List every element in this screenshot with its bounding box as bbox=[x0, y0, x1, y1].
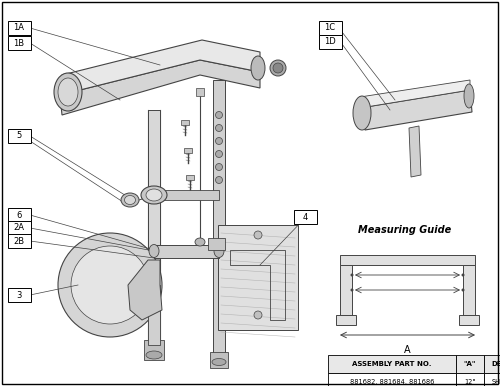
Ellipse shape bbox=[149, 244, 159, 257]
FancyBboxPatch shape bbox=[328, 373, 456, 386]
Ellipse shape bbox=[350, 288, 354, 291]
Polygon shape bbox=[128, 260, 162, 320]
Polygon shape bbox=[340, 255, 475, 265]
Polygon shape bbox=[60, 60, 260, 115]
Ellipse shape bbox=[146, 189, 162, 201]
Ellipse shape bbox=[216, 164, 222, 171]
FancyBboxPatch shape bbox=[328, 355, 456, 373]
Polygon shape bbox=[148, 110, 160, 345]
Ellipse shape bbox=[251, 56, 265, 80]
Polygon shape bbox=[409, 126, 421, 177]
Text: Measuring Guide: Measuring Guide bbox=[358, 225, 452, 235]
Text: DESC.: DESC. bbox=[492, 361, 500, 367]
Ellipse shape bbox=[212, 359, 226, 366]
Text: 12": 12" bbox=[464, 379, 475, 385]
Ellipse shape bbox=[146, 351, 162, 359]
Polygon shape bbox=[459, 315, 479, 325]
FancyBboxPatch shape bbox=[294, 210, 316, 224]
Text: 4: 4 bbox=[302, 213, 308, 222]
FancyBboxPatch shape bbox=[456, 373, 484, 386]
Text: 1A: 1A bbox=[14, 24, 24, 32]
Polygon shape bbox=[154, 245, 219, 258]
Text: 1B: 1B bbox=[14, 39, 24, 47]
Text: "A": "A" bbox=[464, 361, 476, 367]
Polygon shape bbox=[218, 225, 298, 330]
Ellipse shape bbox=[71, 246, 149, 324]
Polygon shape bbox=[360, 80, 470, 108]
FancyBboxPatch shape bbox=[8, 221, 30, 235]
Ellipse shape bbox=[216, 125, 222, 132]
Ellipse shape bbox=[195, 238, 205, 246]
FancyBboxPatch shape bbox=[8, 234, 30, 248]
Polygon shape bbox=[148, 285, 160, 345]
Ellipse shape bbox=[216, 137, 222, 144]
Text: SHORT: SHORT bbox=[492, 379, 500, 385]
Text: ASSEMBLY PART NO.: ASSEMBLY PART NO. bbox=[352, 361, 432, 367]
Ellipse shape bbox=[462, 274, 464, 276]
Ellipse shape bbox=[121, 193, 139, 207]
Text: 1C: 1C bbox=[324, 24, 336, 32]
FancyBboxPatch shape bbox=[484, 373, 500, 386]
Polygon shape bbox=[340, 265, 352, 315]
Ellipse shape bbox=[58, 233, 162, 337]
FancyBboxPatch shape bbox=[8, 288, 30, 302]
Ellipse shape bbox=[462, 288, 464, 291]
Ellipse shape bbox=[254, 311, 262, 319]
Ellipse shape bbox=[216, 151, 222, 157]
Ellipse shape bbox=[350, 274, 354, 276]
Polygon shape bbox=[196, 88, 204, 96]
Text: 2A: 2A bbox=[14, 223, 24, 232]
Polygon shape bbox=[360, 90, 472, 130]
FancyBboxPatch shape bbox=[456, 355, 484, 373]
Ellipse shape bbox=[54, 73, 82, 111]
FancyBboxPatch shape bbox=[318, 21, 342, 35]
Ellipse shape bbox=[58, 78, 78, 106]
FancyBboxPatch shape bbox=[8, 36, 30, 50]
FancyBboxPatch shape bbox=[8, 21, 30, 35]
FancyBboxPatch shape bbox=[318, 35, 342, 49]
Polygon shape bbox=[210, 352, 228, 368]
Polygon shape bbox=[144, 340, 164, 360]
Ellipse shape bbox=[124, 195, 136, 205]
Polygon shape bbox=[463, 265, 475, 315]
Text: 5: 5 bbox=[16, 132, 21, 141]
Polygon shape bbox=[208, 238, 225, 250]
Text: 3: 3 bbox=[16, 291, 21, 300]
FancyBboxPatch shape bbox=[8, 129, 30, 143]
Polygon shape bbox=[184, 148, 192, 153]
Ellipse shape bbox=[254, 231, 262, 239]
Ellipse shape bbox=[464, 84, 474, 108]
Ellipse shape bbox=[214, 244, 224, 257]
Polygon shape bbox=[154, 190, 219, 200]
Ellipse shape bbox=[216, 176, 222, 183]
Text: 2B: 2B bbox=[14, 237, 24, 245]
Text: 1D: 1D bbox=[324, 37, 336, 46]
Text: A: A bbox=[404, 345, 410, 355]
Polygon shape bbox=[336, 315, 356, 325]
Polygon shape bbox=[181, 120, 189, 125]
FancyBboxPatch shape bbox=[8, 208, 30, 222]
FancyBboxPatch shape bbox=[484, 355, 500, 373]
Text: 881682, 881684, 881686: 881682, 881684, 881686 bbox=[350, 379, 434, 385]
Ellipse shape bbox=[273, 63, 283, 73]
Polygon shape bbox=[186, 175, 194, 180]
Polygon shape bbox=[213, 80, 225, 360]
Ellipse shape bbox=[141, 186, 167, 204]
Polygon shape bbox=[60, 40, 260, 95]
Text: 6: 6 bbox=[16, 210, 21, 220]
Ellipse shape bbox=[270, 60, 286, 76]
Ellipse shape bbox=[216, 112, 222, 119]
Ellipse shape bbox=[353, 96, 371, 130]
